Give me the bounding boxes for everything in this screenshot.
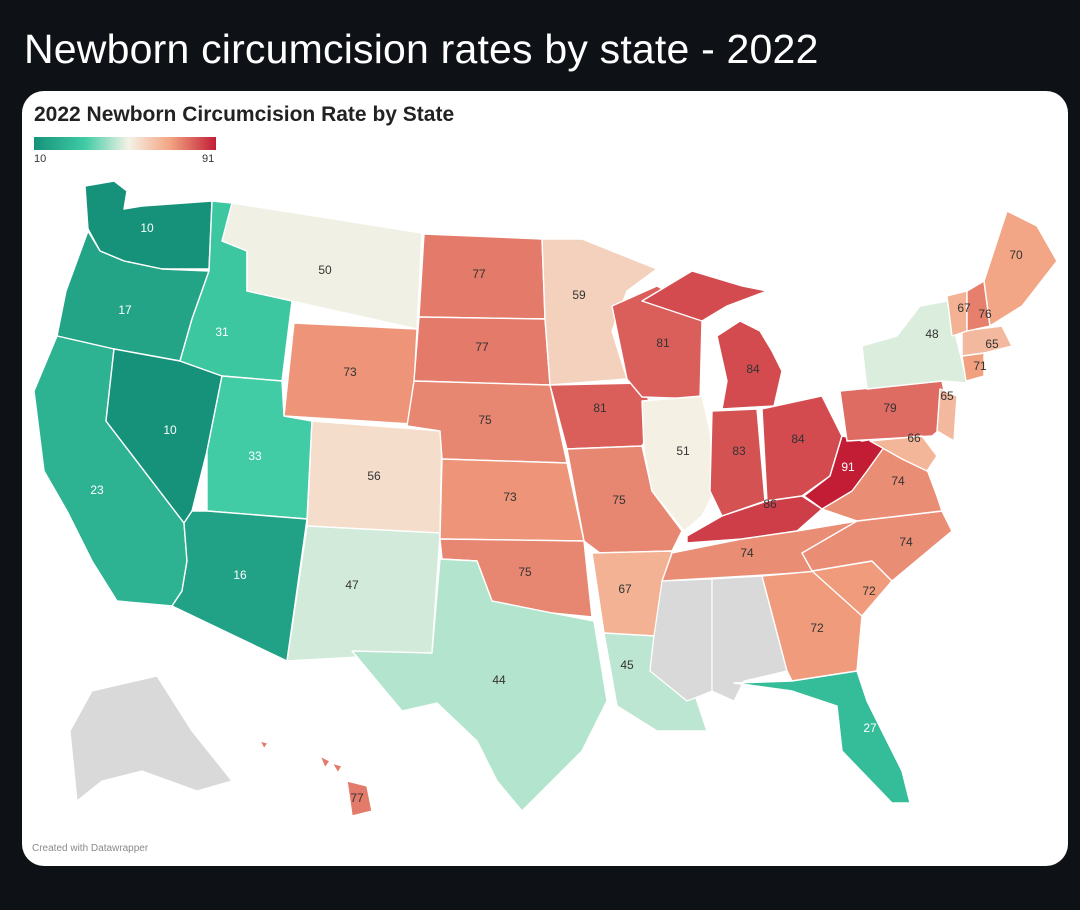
state-value-label-ne: 75 [478, 413, 492, 427]
state-value-label-mo: 75 [612, 493, 626, 507]
state-value-label-va: 74 [891, 474, 905, 488]
state-value-label-wa: 10 [140, 221, 154, 235]
state-value-label-nd: 77 [472, 267, 486, 281]
state-hi[interactable] [259, 740, 373, 817]
datawrapper-credit: Created with Datawrapper [32, 843, 149, 854]
state-value-label-tx: 44 [492, 673, 506, 687]
state-mi[interactable] [641, 270, 783, 410]
state-value-label-co: 56 [367, 469, 381, 483]
state-mn[interactable] [541, 238, 658, 386]
state-value-label-sd: 77 [475, 340, 489, 354]
legend-min-label: 10 [34, 153, 47, 165]
state-nm[interactable] [286, 525, 441, 662]
state-il[interactable] [641, 395, 716, 532]
state-value-label-ut: 33 [248, 449, 262, 463]
state-value-label-ga: 72 [810, 621, 824, 635]
map-card: 2022 Newborn Circumcision Rate by State … [22, 91, 1068, 866]
us-choropleth-map: 10 17 23 10 31 50 73 33 16 56 47 77 77 75 73 75 44 59 81 75… [33, 180, 1058, 817]
state-value-label-oh: 84 [791, 432, 805, 446]
state-value-label-ca: 23 [90, 483, 104, 497]
state-fl[interactable] [733, 670, 911, 804]
state-nj[interactable] [936, 388, 958, 442]
state-ny[interactable] [861, 300, 968, 390]
state-value-label-vt: 67 [957, 301, 971, 315]
state-value-label-id: 31 [215, 325, 229, 339]
state-in[interactable] [709, 408, 766, 517]
state-ak[interactable] [69, 675, 234, 803]
state-md[interactable] [869, 435, 938, 472]
state-value-label-hi: 77 [350, 791, 364, 805]
state-value-label-fl: 27 [863, 721, 877, 735]
state-value-label-or: 17 [118, 303, 132, 317]
state-value-label-wv: 91 [841, 460, 855, 474]
state-value-label-az: 16 [233, 568, 247, 582]
state-tx[interactable] [351, 558, 608, 812]
state-value-label-wi: 81 [656, 336, 670, 350]
state-ma[interactable] [961, 325, 1013, 357]
state-value-label-la: 45 [620, 658, 634, 672]
state-value-label-ma: 65 [985, 337, 999, 351]
state-value-label-ct: 71 [973, 359, 987, 373]
state-value-label-nh: 76 [978, 307, 992, 321]
state-value-label-nj: 65 [940, 389, 954, 403]
state-value-label-mi: 84 [746, 362, 760, 376]
headline: Newborn circumcision rates by state - 20… [24, 26, 819, 72]
state-value-label-me: 70 [1009, 248, 1023, 262]
legend-max-label: 91 [202, 153, 215, 165]
state-value-label-tn: 74 [740, 546, 754, 560]
state-value-label-mn: 59 [572, 288, 586, 302]
state-value-label-ny: 48 [925, 327, 939, 341]
state-value-label-md: 66 [907, 431, 921, 445]
state-value-label-nc: 74 [899, 535, 913, 549]
state-value-label-sc: 72 [862, 584, 876, 598]
state-value-label-il: 51 [676, 444, 690, 458]
state-value-label-ok: 75 [518, 565, 532, 579]
state-me[interactable] [983, 210, 1058, 327]
map-title: 2022 Newborn Circumcision Rate by State [34, 103, 455, 126]
state-value-label-wy: 73 [343, 365, 357, 379]
state-value-label-ia: 81 [593, 401, 607, 415]
color-legend-bar [34, 137, 216, 150]
state-mo[interactable] [566, 445, 683, 554]
state-mt[interactable] [221, 202, 423, 330]
state-value-label-in: 83 [732, 444, 746, 458]
state-value-label-pa: 79 [883, 401, 897, 415]
state-az[interactable] [171, 510, 308, 662]
state-value-label-ar: 67 [618, 582, 632, 596]
state-value-label-nm: 47 [345, 578, 359, 592]
state-value-label-mt: 50 [318, 263, 332, 277]
state-value-label-nv: 10 [163, 423, 177, 437]
state-value-label-ky: 86 [763, 497, 777, 511]
state-value-label-ks: 73 [503, 490, 517, 504]
